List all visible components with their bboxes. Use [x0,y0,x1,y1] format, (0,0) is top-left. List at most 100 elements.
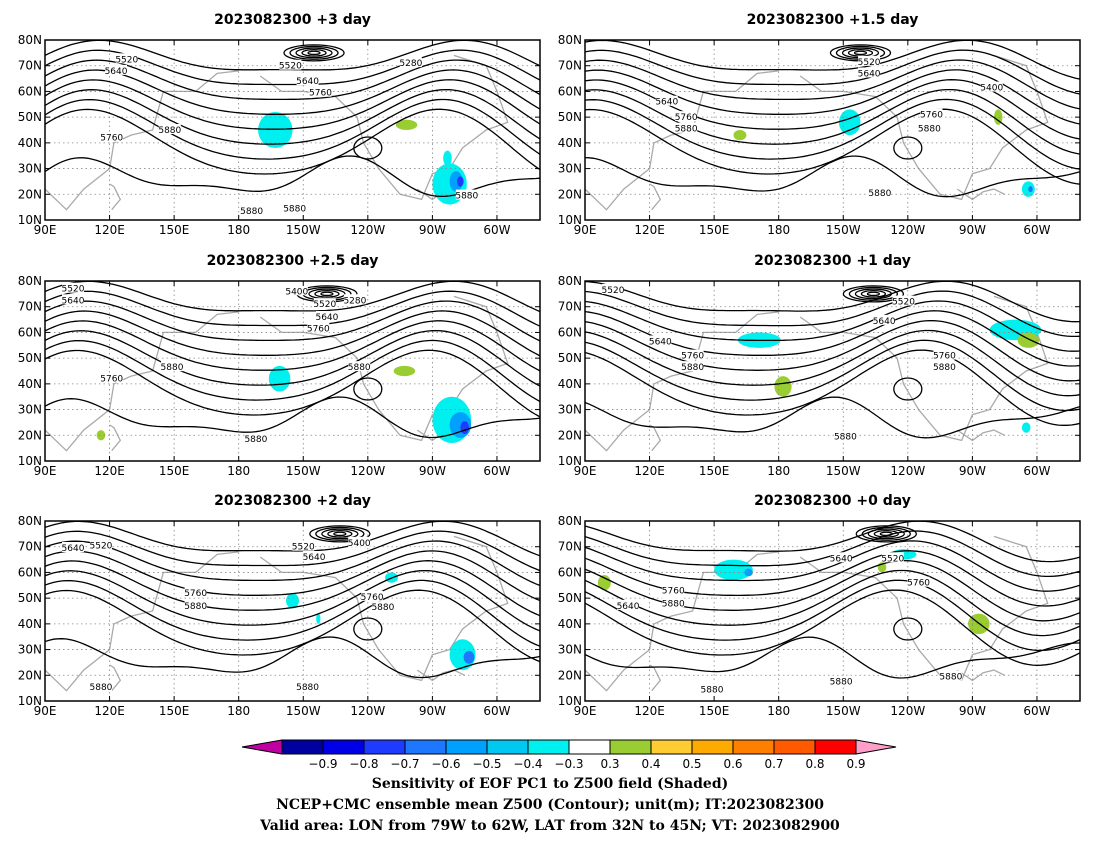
sensitivity-shading [286,593,299,609]
y-tick-label: 50N [558,110,582,124]
z500-contour [45,290,540,327]
contour-label-bg [160,361,183,372]
contour-label-bg [348,361,371,372]
contour-label-bg [283,202,306,213]
contour-label-bg [361,590,384,601]
y-tick-label: 10N [18,694,42,708]
coastline [259,295,509,442]
y-tick-label: 80N [558,274,582,288]
contour-label: 5400 [980,84,1003,94]
sensitivity-shading [393,365,416,377]
contour-label-bg [61,294,84,305]
z500-contour [585,396,1080,439]
z500-contour [45,540,540,587]
z500-contour [320,291,334,297]
map-frame [584,520,1081,702]
contour-label: 5880 [939,673,962,683]
map-plot-area: 5640 5520 5520 5400564057605880576058805880… [45,521,540,701]
y-tick-label: 80N [18,33,42,47]
contour-label-bg [307,322,330,333]
colorbar-tick-label: −0.3 [554,757,583,771]
contour-label: 5520 [279,62,302,72]
coastline [956,188,1005,201]
contour-label-bg [100,372,123,383]
contour-label: 5760 [920,111,943,121]
y-tick-label: 30N [558,403,582,417]
contour-label: 5760 [675,113,698,123]
y-tick-label: 10N [558,454,582,468]
contour-label-bg [100,131,123,142]
x-tick-label: 60W [1023,223,1050,237]
z500-contour [45,550,540,602]
contour-label-bg [617,599,640,610]
z500-contour [45,300,540,342]
contour-label: 5520 [313,300,336,310]
z500-contour [45,108,540,175]
contour-label: 5280 [343,296,366,306]
y-tick-label: 70N [18,59,42,73]
x-tick-label: 150W [286,223,321,237]
colorbar-box [732,739,775,755]
z500-contour [860,290,887,298]
contour-label: 5880 [283,204,306,214]
colorbar-box [281,739,324,755]
sensitivity-shading [395,119,418,130]
contour-label: 5880 [681,363,704,373]
z500-contour [866,291,881,297]
x-tick-label: 120W [890,464,925,478]
sensitivity-shading [993,109,1003,125]
colorbar-tick-label: 0.9 [846,757,865,771]
contour-label: 5640 [617,602,640,612]
coastline [109,664,122,692]
z500-contour [307,50,321,56]
coastline [585,311,779,452]
z500-contour [585,521,1080,563]
x-tick-label: 120E [94,704,125,718]
contour-label: 5640 [62,544,85,554]
colorbar-tick-label: 0.7 [764,757,783,771]
y-tick-label: 30N [558,643,582,657]
y-tick-label: 10N [18,213,42,227]
x-tick-label: 120W [350,223,385,237]
z500-contour [855,525,917,543]
z500-contour [893,136,923,160]
map-frame [44,520,541,702]
z500-contour [861,526,911,541]
contour-label: 5520 [602,286,625,296]
y-tick-label: 60N [558,84,582,98]
contour-label-bg [918,122,941,133]
z500-contour [333,531,347,537]
panel-title: 2023082300 +0 day [754,493,911,509]
sensitivity-shading [449,171,463,192]
contour-label: 5880 [675,125,698,135]
sensitivity-shading [457,176,464,187]
contour-label: 5520 [858,58,881,68]
contour-label-bg [315,311,338,321]
x-tick-label: 60W [483,223,510,237]
sensitivity-shading [258,112,293,148]
y-tick-label: 30N [18,162,42,176]
y-tick-label: 20N [18,187,42,201]
contour-label: 5880 [868,189,891,199]
contour-label-bg [292,540,315,551]
contour-label: 5880 [161,363,184,373]
y-tick-label: 40N [18,377,42,391]
y-tick-label: 20N [18,668,42,682]
x-tick-label: 90E [34,704,57,718]
x-tick-label: 90E [34,464,57,478]
contour-label-bg [184,587,207,597]
z500-contour [585,320,1080,382]
map-plot-area: 5520 5640 5520 5280 5640 5760 5760 5880 5880 5880… [45,40,540,220]
contour-label: 5880 [933,363,956,373]
colorbar-tick-label: 0.4 [641,757,660,771]
contour-label: 5880 [371,603,394,613]
x-tick-label: 180 [767,223,790,237]
contour-label-bg [303,551,326,561]
contour-label: 5880 [662,599,685,609]
contour-label-bg [61,542,84,552]
contour-label: 5880 [158,126,181,136]
contour-label: 5640 [105,67,128,77]
